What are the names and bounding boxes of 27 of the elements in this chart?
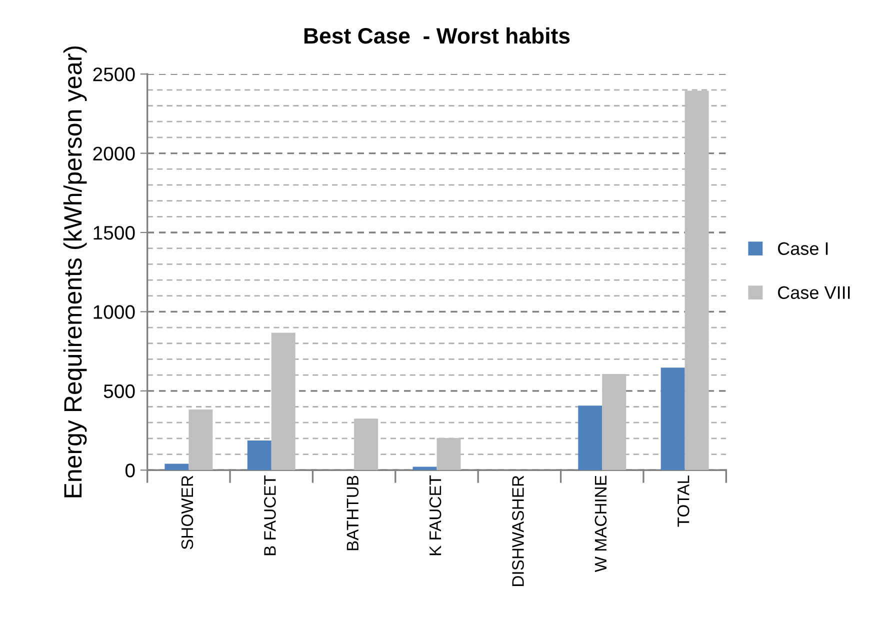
x-tick-label: TOTAL xyxy=(677,476,690,527)
x-tick-label: B FAUCET xyxy=(264,475,276,556)
bar xyxy=(247,440,272,470)
x-tick-label: DISHWASHER xyxy=(512,476,524,586)
x-tick-label: BATHTUB xyxy=(346,476,359,550)
bar xyxy=(271,332,296,470)
chart-title: Best Case - Worst habits xyxy=(304,27,570,44)
y-tick-label: 1500 xyxy=(94,226,135,240)
bar xyxy=(164,464,189,470)
bar xyxy=(684,90,709,470)
x-tick-label: W MACHINE xyxy=(594,476,607,572)
y-tick-label: 0 xyxy=(125,464,135,478)
y-tick-label: 1000 xyxy=(94,305,135,319)
x-tick-label: K FAUCET xyxy=(429,475,442,556)
y-tick-label: 500 xyxy=(104,384,135,398)
bar xyxy=(578,406,602,470)
bar xyxy=(602,374,626,470)
bar xyxy=(354,418,378,470)
bar xyxy=(188,409,213,470)
bar xyxy=(660,368,685,470)
legend-label: Case I xyxy=(778,242,828,255)
legend-label: Case VIII xyxy=(778,286,850,299)
y-axis-title: Energy Requirements (kWh/person year) xyxy=(63,46,87,498)
bar xyxy=(436,438,461,470)
y-tick-label: 2500 xyxy=(93,68,135,82)
y-tick-label: 2000 xyxy=(93,146,135,161)
x-tick-label: SHOWER xyxy=(181,476,194,550)
